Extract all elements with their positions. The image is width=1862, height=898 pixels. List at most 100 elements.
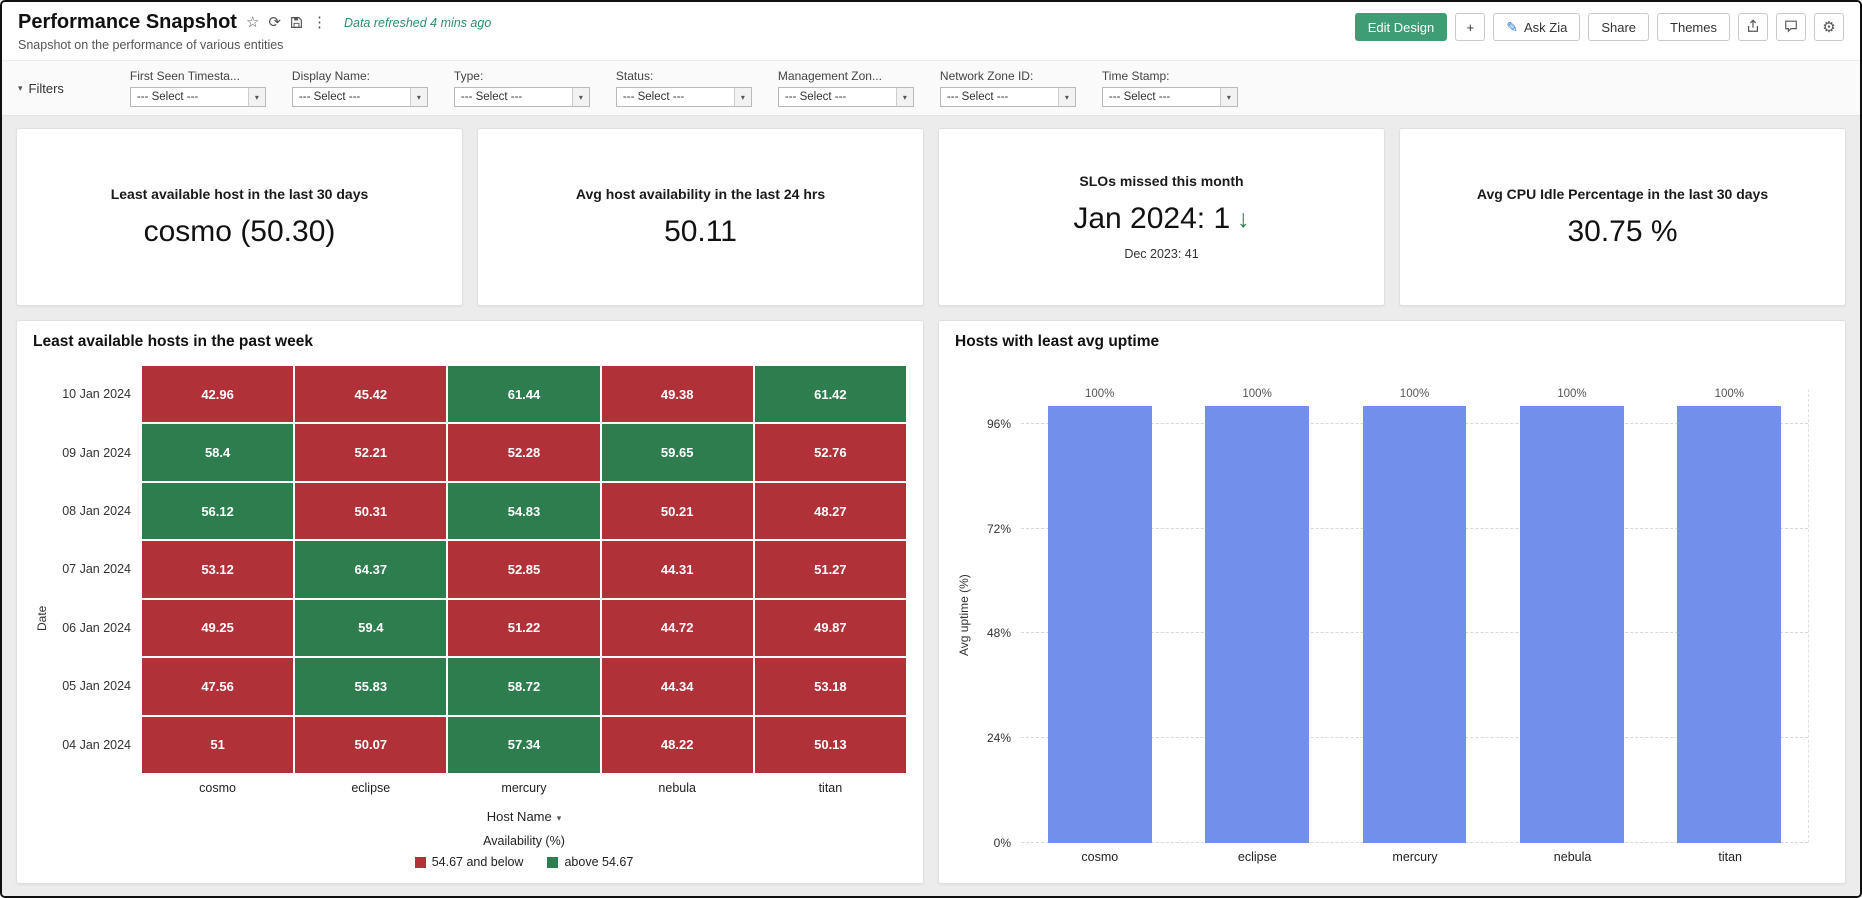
filter-select-management-zone[interactable]: --- Select --- ▾: [777, 87, 914, 107]
heatmap-cell[interactable]: 50.07: [295, 716, 447, 773]
heatmap-cell[interactable]: 52.76: [754, 424, 906, 481]
filter-select-display-name[interactable]: --- Select --- ▾: [291, 87, 428, 107]
kpi-title: Least available host in the last 30 days: [110, 185, 369, 202]
bar-cosmo[interactable]: [1047, 406, 1152, 843]
kpi-title: Avg CPU Idle Percentage in the last 30 d…: [1476, 185, 1769, 202]
x-category-label: mercury: [1392, 850, 1438, 864]
row-date-label: 05 Jan 2024: [62, 679, 131, 694]
filters-toggle[interactable]: ▾ Filters: [18, 81, 64, 96]
heatmap-cell[interactable]: 49.87: [754, 599, 906, 657]
filter-label: Display Name:: [291, 69, 370, 83]
heatmap-cell[interactable]: 59.65: [601, 424, 753, 481]
edit-design-button[interactable]: Edit Design: [1354, 13, 1448, 41]
heatmap-cell[interactable]: 64.37: [295, 541, 447, 598]
y-tick-label: 96%: [986, 416, 1011, 431]
y-tick-label: 72%: [986, 521, 1011, 536]
heatmap-cell[interactable]: 53.18: [754, 658, 906, 715]
heatmap-cell[interactable]: 58.72: [448, 658, 600, 715]
themes-button[interactable]: Themes: [1657, 13, 1730, 41]
filter-label: Time Stamp:: [1101, 69, 1170, 83]
filter-select-network-zone-id[interactable]: --- Select --- ▾: [939, 87, 1076, 107]
chevron-down-icon: ▾: [895, 88, 913, 106]
heatmap-cell[interactable]: 52.28: [448, 424, 600, 481]
kpi-value: cosmo (50.30): [143, 214, 336, 248]
ask-zia-button[interactable]: ✎ Ask Zia: [1493, 13, 1581, 41]
heatmap-cell[interactable]: 49.25: [142, 599, 294, 657]
heatmap-cell[interactable]: 42.96: [142, 366, 294, 423]
heatmap-cell[interactable]: 51.22: [448, 599, 600, 657]
bar-nebula[interactable]: [1519, 406, 1624, 843]
bar-mercury[interactable]: [1362, 406, 1467, 843]
bar-slot: 100%: [1021, 388, 1178, 843]
heatmap-x-axis-title[interactable]: Host Name ▾: [141, 809, 907, 824]
heatmap-cell[interactable]: 52.85: [448, 541, 600, 598]
heatmap-cell[interactable]: 57.34: [448, 716, 600, 773]
legend-title: Availability (%): [483, 834, 565, 848]
heatmap-cell[interactable]: 59.4: [295, 599, 447, 657]
trend-down-arrow-icon: ↓: [1237, 204, 1250, 233]
x-axis-title-label: Host Name: [486, 809, 552, 824]
comments-button[interactable]: [1776, 13, 1806, 41]
row-date-label: 08 Jan 2024: [62, 504, 131, 519]
x-category-label: titan: [1718, 850, 1742, 864]
heatmap-cell[interactable]: 52.21: [295, 424, 447, 481]
heatmap-cell[interactable]: 47.56: [142, 658, 294, 715]
chevron-down-icon: ▾: [18, 82, 23, 93]
bar-slot: 100%: [1178, 388, 1335, 843]
favorite-star-icon[interactable]: ☆: [245, 14, 260, 31]
heatmap-cell[interactable]: 48.22: [601, 716, 753, 773]
export-button[interactable]: [1738, 13, 1768, 41]
heatmap-cell[interactable]: 45.42: [295, 366, 447, 423]
kpi-value: Jan 2024: 1: [1073, 202, 1231, 235]
filter-select-type[interactable]: --- Select --- ▾: [453, 87, 590, 107]
heatmap-cell[interactable]: 48.27: [754, 482, 906, 540]
heatmap-cell[interactable]: 56.12: [142, 482, 294, 540]
filter-type: Type: --- Select --- ▾: [453, 69, 594, 107]
save-icon[interactable]: [290, 16, 303, 29]
bar-titan[interactable]: [1677, 406, 1782, 843]
chevron-down-icon: ▾: [733, 88, 751, 106]
chevron-down-icon: ▾: [556, 813, 562, 823]
add-button[interactable]: +: [1455, 13, 1486, 41]
share-button[interactable]: Share: [1588, 13, 1650, 41]
filter-select-first-seen-timestamp[interactable]: --- Select --- ▾: [129, 87, 266, 107]
filter-first-seen-timestamp: First Seen Timesta... --- Select --- ▾: [129, 69, 270, 107]
heatmap-cell[interactable]: 58.4: [142, 424, 294, 481]
heatmap-cell[interactable]: 61.42: [754, 366, 906, 423]
heatmap-cell[interactable]: 51.27: [754, 541, 906, 598]
heatmap-cell[interactable]: 44.31: [601, 541, 753, 598]
filter-time-stamp: Time Stamp: --- Select --- ▾: [1101, 69, 1242, 107]
heatmap-cell[interactable]: 55.83: [295, 658, 447, 715]
kebab-menu-icon[interactable]: ⋮: [311, 14, 327, 31]
kpi-least-available-host: Least available host in the last 30 days…: [16, 128, 463, 306]
heatmap-cell[interactable]: 44.34: [601, 658, 753, 715]
settings-button[interactable]: ⚙: [1814, 13, 1844, 41]
heatmap-title: Least available hosts in the past week: [33, 333, 313, 350]
heatmap-cell[interactable]: 49.38: [601, 366, 753, 423]
heatmap-cell[interactable]: 53.12: [142, 541, 294, 598]
bar-value-label: 100%: [1714, 388, 1745, 401]
heatmap-cell[interactable]: 61.44: [448, 366, 600, 423]
heatmap-cell[interactable]: 44.72: [601, 599, 753, 657]
heatmap-cell[interactable]: 50.21: [601, 482, 753, 540]
chevron-down-icon: ▾: [1219, 88, 1237, 106]
x-category-label: nebula: [1553, 850, 1592, 864]
heatmap-cell[interactable]: 51: [142, 716, 294, 773]
filter-display-name: Display Name: --- Select --- ▾: [291, 69, 432, 107]
heatmap-cell[interactable]: 50.31: [295, 482, 447, 540]
heatmap-cell[interactable]: 54.83: [448, 482, 600, 540]
top-bar: Performance Snapshot ☆ ⟳ ⋮ Data refreshe…: [2, 2, 1860, 60]
bar-eclipse[interactable]: [1205, 406, 1310, 843]
filter-select-status[interactable]: --- Select --- ▾: [615, 87, 752, 107]
y-tick-label: 24%: [986, 731, 1011, 746]
export-icon: [1746, 18, 1760, 36]
data-refreshed-text: Data refreshed 4 mins ago: [343, 15, 492, 30]
filter-label: Network Zone ID:: [939, 69, 1034, 83]
filter-select-time-stamp[interactable]: --- Select --- ▾: [1101, 87, 1238, 107]
heatmap-cell[interactable]: 50.13: [754, 716, 906, 773]
filter-label: First Seen Timesta...: [129, 69, 240, 83]
legend-item-above-threshold: above 54.67: [547, 855, 633, 869]
refresh-icon[interactable]: ⟳: [268, 14, 281, 31]
heatmap-y-axis-title: Date: [35, 605, 49, 631]
kpi-row: Least available host in the last 30 days…: [16, 128, 1846, 306]
